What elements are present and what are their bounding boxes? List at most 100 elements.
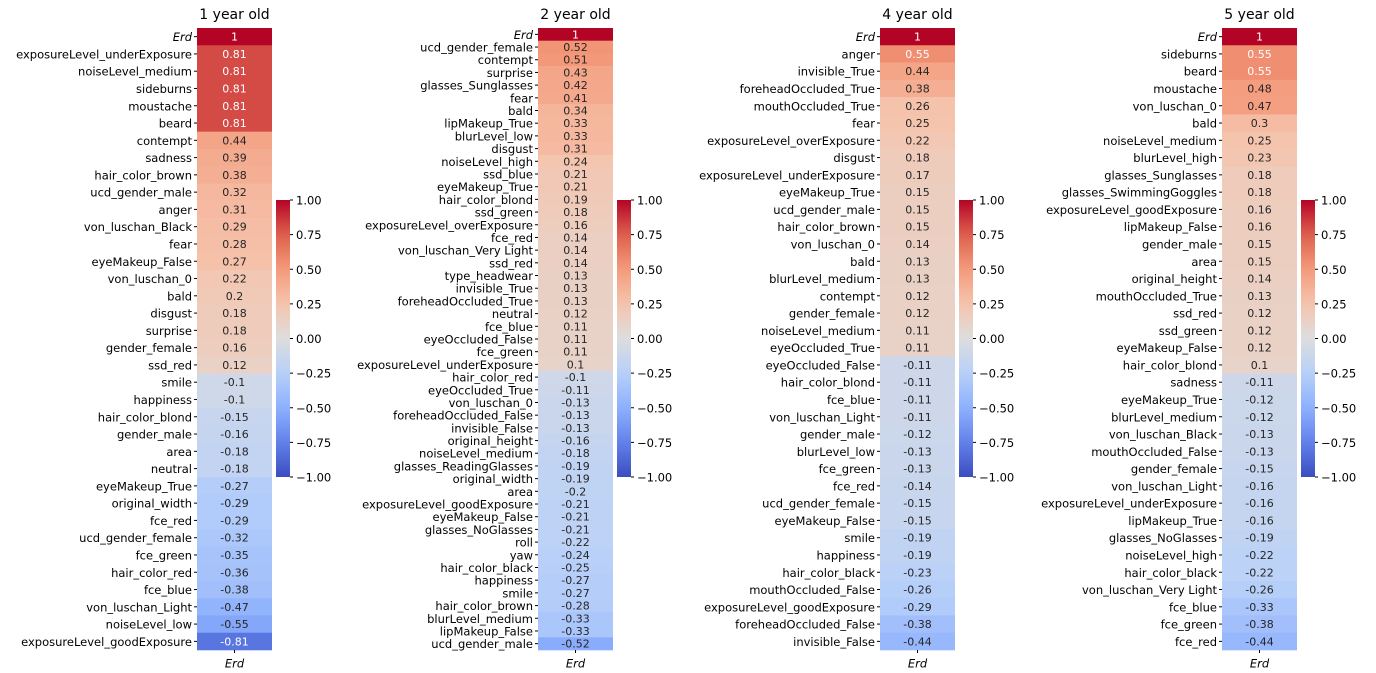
cell-label: 0.43 — [563, 66, 588, 79]
row-label: gender_male — [1142, 237, 1217, 251]
row-label: eyeOccluded_False — [424, 333, 533, 347]
heatmap-cell — [197, 321, 272, 340]
cell-label: -0.38 — [220, 584, 248, 597]
row-label: disgust — [833, 151, 875, 165]
row-label: von_luschan_Black — [1109, 428, 1218, 442]
cell-label: -0.16 — [1245, 514, 1273, 527]
cell-label: -0.11 — [903, 393, 931, 406]
cell-label: 0.12 — [905, 307, 930, 320]
row-label: sadness — [1170, 376, 1217, 390]
cell-label: 0.14 — [905, 238, 930, 251]
row-label: glasses_SwimmingGoggles — [1062, 186, 1217, 200]
heatmap-cell — [197, 408, 272, 426]
heatmap-cell — [197, 580, 272, 599]
heatmap-cell — [538, 510, 613, 524]
row-label: gender_female — [789, 307, 875, 321]
heatmap-cell — [538, 421, 613, 435]
heatmap-cell — [538, 472, 613, 486]
cell-label: -0.27 — [220, 480, 248, 493]
colorbar-tick-label: 1.00 — [1321, 194, 1347, 208]
heatmap-cell — [1222, 390, 1297, 409]
cell-label: 0.21 — [563, 181, 588, 194]
colorbar-tick-label: −1.00 — [979, 471, 1014, 485]
heatmap-cell — [197, 442, 272, 461]
cell-label: 0.15 — [1247, 255, 1272, 268]
row-label: area — [166, 445, 192, 459]
row-label: sadness — [145, 151, 192, 165]
heatmap-cell — [880, 494, 955, 513]
heatmap-cell — [538, 307, 613, 321]
row-label: foreheadOccluded_True — [740, 82, 875, 96]
colorbar-tick-label: 0.00 — [637, 332, 663, 346]
row-label: happiness — [134, 393, 192, 407]
cell-label: 0.42 — [563, 79, 588, 92]
heatmap-cell — [538, 142, 613, 156]
cell-label: -0.33 — [561, 612, 589, 625]
cell-label: -0.35 — [220, 549, 248, 562]
heatmap-cell — [538, 269, 613, 283]
heatmap-cell — [1222, 339, 1297, 357]
heatmap-cell — [538, 66, 613, 80]
cell-label: 0.11 — [563, 346, 588, 359]
cell-label: -0.14 — [903, 480, 931, 493]
heatmap-cell — [538, 281, 613, 295]
row-label: contempt — [137, 134, 193, 148]
heatmap-cell — [880, 97, 955, 115]
cell-label: 1 — [914, 31, 921, 44]
row-label: invisible_True — [456, 282, 533, 296]
row-label: ssd_red — [1173, 307, 1217, 321]
heatmap-cell — [538, 561, 613, 575]
cell-label: -0.19 — [903, 549, 931, 562]
cell-label: 0.13 — [563, 295, 588, 308]
row-label: beard — [159, 117, 192, 131]
cell-label: 0.31 — [563, 143, 588, 156]
heatmap-cell — [538, 104, 613, 118]
cell-label: -0.21 — [561, 498, 589, 511]
heatmap-cell — [1222, 356, 1297, 374]
row-label: contempt — [820, 289, 876, 303]
colorbar-tick-label: −0.50 — [1321, 401, 1356, 415]
row-label: hair_color_blond — [1123, 358, 1217, 372]
cell-label: 0.55 — [1247, 48, 1272, 61]
cell-label: 0.27 — [222, 255, 247, 268]
heatmap-cell — [538, 180, 613, 194]
row-label: fear — [852, 117, 875, 131]
heatmap-cell — [538, 548, 613, 562]
heatmap-cell — [538, 319, 613, 333]
row-label: Erd — [1198, 30, 1218, 44]
row-label: blurLevel_medium — [769, 272, 875, 286]
colorbar-tick-label: 0.75 — [979, 228, 1005, 242]
row-label: hair_color_brown — [435, 599, 533, 613]
heatmap-cell — [880, 218, 955, 236]
cell-label: 0.81 — [222, 100, 247, 113]
heatmap-cell — [197, 511, 272, 530]
heatmap-cell — [880, 287, 955, 305]
cell-label: 0.19 — [563, 193, 588, 206]
row-label: fce_red — [1175, 635, 1217, 649]
heatmap-cell — [538, 446, 613, 460]
heatmap-cell — [538, 294, 613, 308]
cell-label: 0.12 — [563, 308, 588, 321]
row-label: ucd_gender_male — [90, 186, 192, 200]
row-label: von_luschan_0 — [449, 396, 533, 410]
heatmap-cell — [880, 114, 955, 132]
colorbar — [617, 200, 631, 477]
cell-label: -0.18 — [220, 445, 248, 458]
row-label: glasses_Sunglasses — [420, 79, 533, 93]
heatmap-cell — [880, 511, 955, 530]
row-label: anger — [842, 47, 876, 61]
row-label: hair_color_brown — [777, 220, 875, 234]
cell-label: 0.55 — [905, 48, 930, 61]
cell-label: 0.18 — [222, 307, 247, 320]
heatmap-cell — [197, 339, 272, 357]
row-label: ucd_gender_female — [762, 497, 875, 511]
row-label: ucd_gender_female — [79, 531, 192, 545]
cell-label: -0.15 — [903, 514, 931, 527]
colorbar-tick-label: 0.75 — [637, 228, 663, 242]
panel-title: 1 year old — [199, 7, 269, 23]
cell-label: -0.55 — [220, 618, 248, 631]
row-label: noiseLevel_medium — [761, 324, 875, 338]
heatmap-cell — [1222, 598, 1297, 616]
heatmap-cell — [538, 535, 613, 549]
cell-label: 0.81 — [222, 65, 247, 78]
